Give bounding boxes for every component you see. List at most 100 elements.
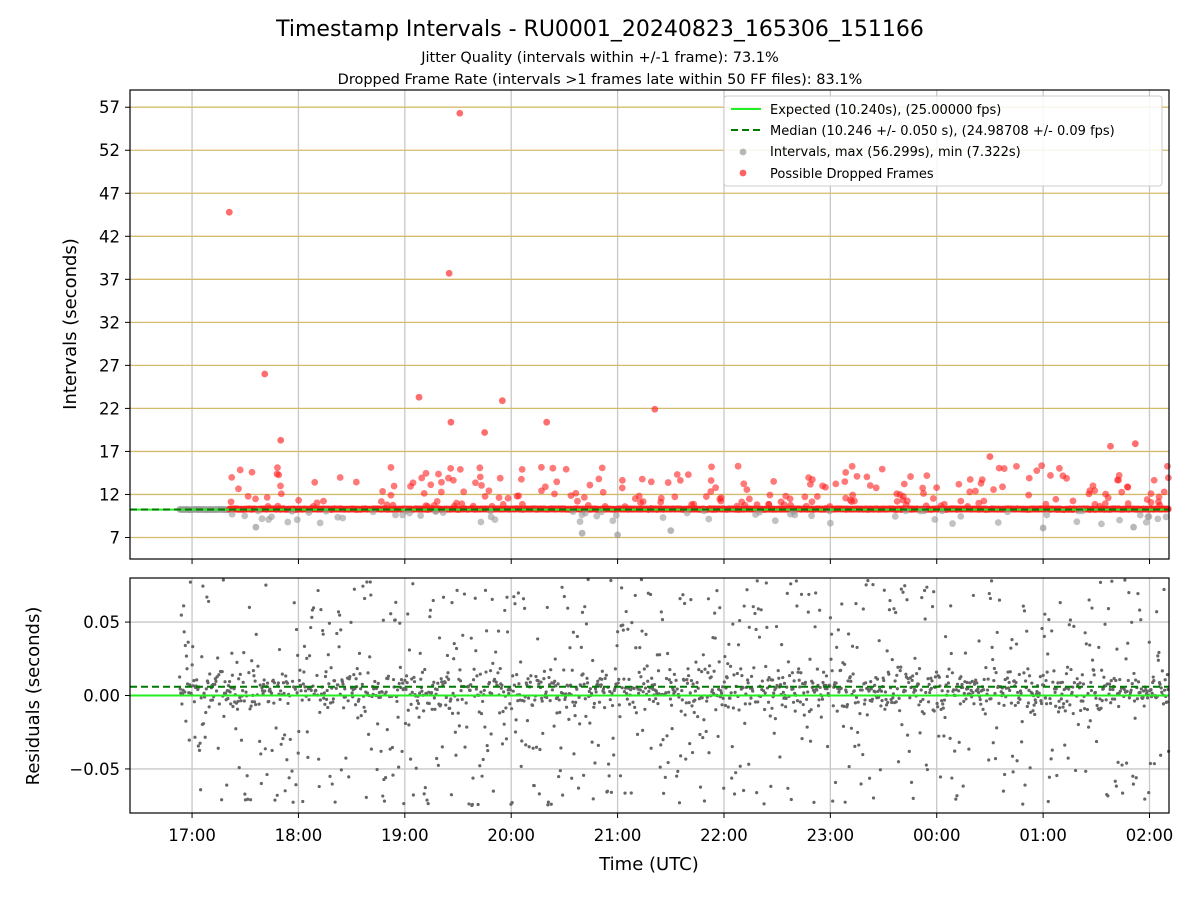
residual-point — [760, 679, 764, 683]
dropped-frame-point — [966, 488, 974, 496]
dropped-frame-point — [541, 483, 549, 491]
residual-point — [607, 774, 611, 778]
residual-point — [1032, 703, 1036, 707]
residual-point — [302, 644, 307, 648]
residual-point — [1093, 690, 1097, 695]
dropped-frame-point — [863, 473, 871, 481]
residual-point — [500, 683, 504, 687]
dropped-frame-point — [733, 502, 741, 510]
residual-point — [391, 678, 396, 682]
residual-point — [1141, 695, 1145, 700]
residual-point — [594, 690, 598, 694]
interval-point — [417, 512, 424, 519]
residual-point — [1027, 688, 1031, 692]
residual-point — [376, 722, 380, 726]
dropped-frame-point — [422, 469, 430, 477]
residual-point — [609, 578, 613, 583]
residual-point — [1089, 688, 1094, 693]
residual-point — [908, 696, 912, 700]
residual-point — [302, 670, 306, 674]
interval-point — [700, 507, 708, 515]
residual-point — [800, 737, 804, 741]
residual-point — [382, 799, 387, 803]
residual-point — [963, 651, 968, 655]
residual-point — [895, 673, 899, 677]
dropped-frame-point — [225, 208, 233, 216]
residual-point — [490, 597, 494, 601]
legend-median-label: Median (10.246 +/- 0.050 s), (24.98708 +… — [770, 124, 1115, 139]
residual-point — [802, 691, 806, 695]
residual-point — [626, 627, 630, 631]
residual-point — [357, 651, 362, 655]
dropped-frame-point — [433, 498, 441, 505]
dropped-frame-point — [986, 453, 994, 460]
residual-point — [971, 593, 975, 598]
residual-point — [623, 791, 627, 795]
residual-point — [1027, 674, 1032, 678]
legend-dropped-swatch — [739, 169, 747, 177]
residual-point — [759, 608, 763, 612]
residual-point — [859, 782, 863, 786]
residual-point — [1067, 687, 1071, 691]
residual-point — [1022, 609, 1027, 613]
residual-point — [1126, 678, 1130, 683]
residual-point — [258, 683, 262, 687]
residual-point — [549, 802, 553, 806]
residual-point — [812, 690, 817, 694]
residual-point — [666, 760, 670, 765]
intervals-y-tick-label: 27 — [99, 356, 120, 375]
residual-point — [829, 632, 834, 636]
residual-point — [730, 744, 734, 749]
residual-point — [733, 690, 737, 694]
residual-point — [239, 738, 244, 742]
residual-point — [341, 682, 345, 686]
residual-point — [273, 798, 277, 802]
dropped-frame-point — [618, 484, 626, 492]
residual-point — [937, 734, 941, 738]
residual-point — [782, 696, 786, 700]
residual-point — [884, 697, 888, 702]
residual-point — [1092, 673, 1096, 677]
residual-point — [390, 745, 395, 750]
residual-point — [630, 621, 634, 625]
residual-point — [385, 728, 389, 732]
residual-point — [571, 700, 575, 704]
residual-point — [572, 704, 577, 708]
residual-point — [1090, 658, 1095, 662]
residual-point — [1054, 704, 1058, 708]
residual-point — [388, 747, 392, 751]
residual-point — [1094, 696, 1098, 700]
residual-point — [883, 690, 888, 694]
residual-point — [950, 671, 955, 675]
residual-point — [188, 580, 193, 584]
residual-point — [778, 755, 782, 759]
residual-point — [504, 706, 508, 710]
dropped-frame-point — [1000, 465, 1008, 472]
residual-point — [325, 688, 329, 693]
residual-point — [339, 628, 343, 632]
residual-point — [798, 685, 802, 689]
residual-point — [411, 793, 416, 797]
interval-point — [920, 507, 928, 515]
residual-point — [793, 709, 797, 713]
residual-point — [309, 688, 313, 692]
residual-point — [1159, 686, 1163, 690]
residual-point — [464, 701, 468, 705]
residual-point — [435, 687, 439, 692]
residual-point — [294, 627, 299, 632]
residual-point — [895, 687, 899, 691]
residual-point — [250, 700, 254, 704]
interval-point — [334, 513, 342, 521]
residual-point — [507, 691, 511, 696]
residual-point — [752, 666, 756, 670]
residual-point — [1022, 671, 1026, 675]
residual-point — [960, 682, 964, 687]
residual-point — [436, 763, 440, 767]
residual-point — [615, 644, 619, 648]
dropped-frame-point — [515, 492, 523, 500]
residual-point — [600, 677, 604, 681]
interval-point — [957, 512, 965, 520]
dropped-frame-point — [496, 474, 504, 482]
residual-point — [275, 793, 279, 797]
